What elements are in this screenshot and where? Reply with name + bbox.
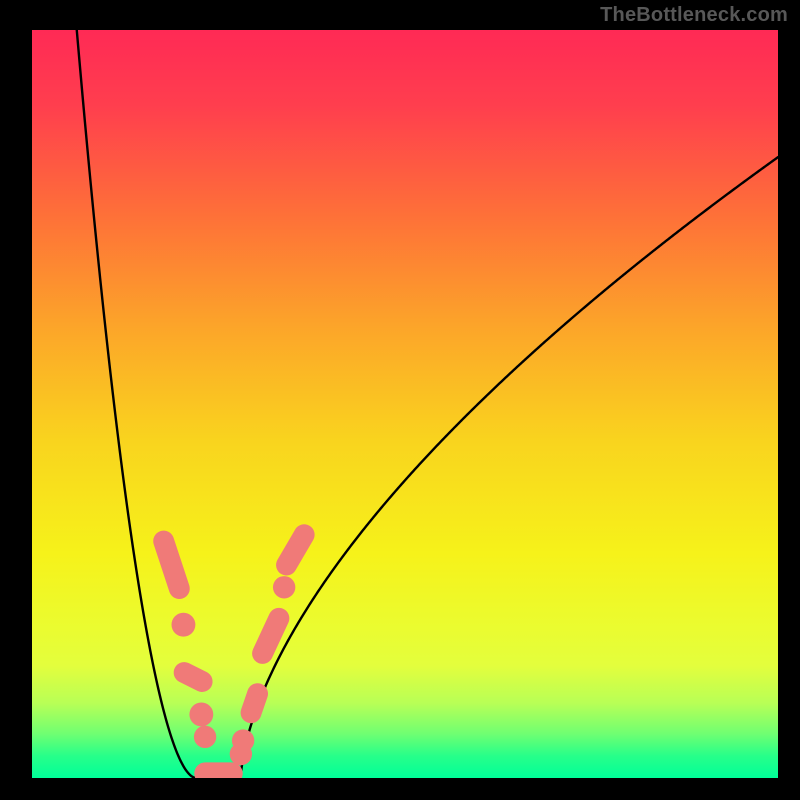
curve-marker-dot <box>194 726 216 748</box>
curve-marker-dot <box>172 613 196 637</box>
plot-area <box>32 30 778 778</box>
plot-background <box>32 30 778 778</box>
curve-marker-dot <box>189 702 213 726</box>
curve-marker-capsule <box>194 762 242 778</box>
curve-marker-dot <box>232 729 254 751</box>
chart-stage: TheBottleneck.com <box>0 0 800 800</box>
curve-marker-dot <box>273 576 295 598</box>
plot-svg <box>32 30 778 778</box>
watermark-text: TheBottleneck.com <box>600 4 788 27</box>
